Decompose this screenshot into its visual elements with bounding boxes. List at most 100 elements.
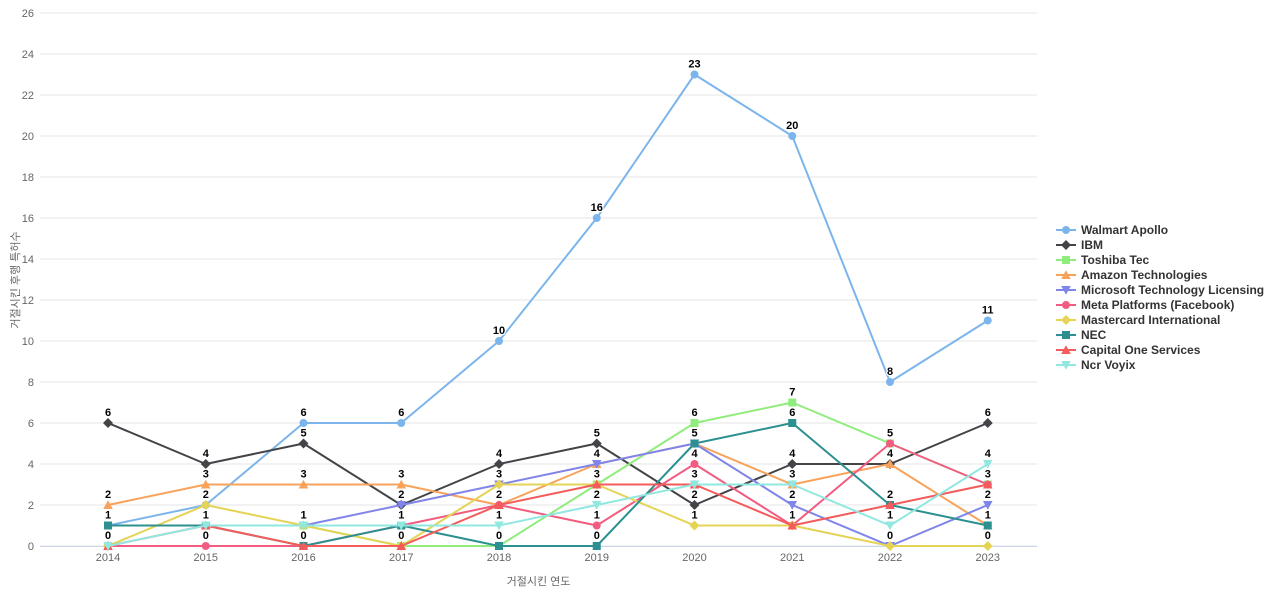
svg-text:7: 7 bbox=[789, 387, 795, 399]
svg-text:16: 16 bbox=[22, 213, 34, 225]
svg-text:1: 1 bbox=[691, 510, 697, 522]
svg-text:2017: 2017 bbox=[389, 552, 413, 564]
svg-text:6: 6 bbox=[105, 407, 111, 419]
legend: Walmart Apollo IBM Toshiba Tec Amazon Techn… bbox=[1056, 222, 1264, 372]
svg-text:2016: 2016 bbox=[291, 552, 315, 564]
svg-text:3: 3 bbox=[985, 469, 991, 481]
legend-item-label: NEC bbox=[1081, 327, 1107, 342]
svg-text:4: 4 bbox=[496, 448, 503, 460]
svg-text:6: 6 bbox=[28, 418, 34, 430]
svg-text:5: 5 bbox=[691, 428, 697, 440]
legend-item-label: Amazon Technologies bbox=[1081, 267, 1208, 282]
svg-text:1: 1 bbox=[496, 510, 502, 522]
svg-text:4: 4 bbox=[28, 459, 34, 471]
legend-item-label: IBM bbox=[1081, 237, 1103, 252]
series-capital-one-services bbox=[103, 479, 993, 550]
legend-item-label: Meta Platforms (Facebook) bbox=[1081, 297, 1235, 312]
svg-text:10: 10 bbox=[22, 336, 34, 348]
svg-text:26: 26 bbox=[22, 8, 34, 20]
legend-item-ibm[interactable]: IBM bbox=[1056, 237, 1264, 252]
svg-text:2015: 2015 bbox=[194, 552, 218, 564]
microsoft-technology-licensing-legend-marker-icon bbox=[1056, 285, 1076, 295]
svg-text:2: 2 bbox=[789, 489, 795, 501]
svg-text:1: 1 bbox=[398, 510, 404, 522]
svg-text:2: 2 bbox=[985, 489, 991, 501]
legend-item-toshiba-tec[interactable]: Toshiba Tec bbox=[1056, 252, 1264, 267]
nec-legend-marker-icon bbox=[1056, 330, 1076, 339]
svg-text:0: 0 bbox=[398, 530, 404, 542]
y-gridlines bbox=[40, 12, 1037, 547]
svg-text:2: 2 bbox=[496, 489, 502, 501]
svg-text:20: 20 bbox=[786, 120, 798, 132]
svg-text:2018: 2018 bbox=[487, 552, 511, 564]
svg-text:3: 3 bbox=[691, 469, 697, 481]
svg-text:10: 10 bbox=[493, 325, 505, 337]
svg-text:2: 2 bbox=[105, 489, 111, 501]
svg-text:0: 0 bbox=[105, 530, 111, 542]
svg-text:2: 2 bbox=[691, 489, 697, 501]
legend-item-capital-one-services[interactable]: Capital One Services bbox=[1056, 342, 1264, 357]
svg-text:1: 1 bbox=[594, 510, 600, 522]
x-axis-title: 거절시킨 연도 bbox=[506, 576, 571, 588]
legend-item-label: Microsoft Technology Licensing bbox=[1081, 282, 1265, 297]
legend-item-mastercard-international[interactable]: Mastercard International bbox=[1056, 312, 1264, 327]
svg-text:4: 4 bbox=[789, 448, 796, 460]
ncr-voyix-legend-marker-icon bbox=[1056, 360, 1076, 370]
svg-text:4: 4 bbox=[691, 448, 698, 460]
svg-text:6: 6 bbox=[789, 407, 795, 419]
svg-text:8: 8 bbox=[28, 377, 34, 389]
legend-item-amazon-technologies[interactable]: Amazon Technologies bbox=[1056, 267, 1264, 282]
svg-text:12: 12 bbox=[22, 295, 34, 307]
svg-text:5: 5 bbox=[594, 428, 600, 440]
legend-item-ncr-voyix[interactable]: Ncr Voyix bbox=[1056, 357, 1264, 372]
legend-item-microsoft-technology-licensing[interactable]: Microsoft Technology Licensing bbox=[1056, 282, 1264, 297]
svg-text:3: 3 bbox=[300, 469, 306, 481]
svg-text:4: 4 bbox=[203, 448, 210, 460]
svg-text:1: 1 bbox=[789, 510, 795, 522]
svg-text:2021: 2021 bbox=[780, 552, 804, 564]
meta-platforms-facebook-legend-marker-icon bbox=[1056, 300, 1076, 309]
svg-text:4: 4 bbox=[594, 448, 601, 460]
svg-text:0: 0 bbox=[203, 530, 209, 542]
svg-text:2: 2 bbox=[887, 489, 893, 501]
legend-item-label: Capital One Services bbox=[1081, 342, 1201, 357]
svg-text:2: 2 bbox=[203, 489, 209, 501]
svg-text:5: 5 bbox=[300, 428, 306, 440]
legend-item-label: Ncr Voyix bbox=[1081, 357, 1136, 372]
svg-text:6: 6 bbox=[985, 407, 991, 419]
svg-text:3: 3 bbox=[496, 469, 502, 481]
svg-text:18: 18 bbox=[22, 172, 34, 184]
svg-text:3: 3 bbox=[203, 469, 209, 481]
svg-text:2019: 2019 bbox=[585, 552, 609, 564]
legend-item-nec[interactable]: NEC bbox=[1056, 327, 1264, 342]
svg-text:3: 3 bbox=[789, 469, 795, 481]
mastercard-international-legend-marker-icon bbox=[1056, 314, 1076, 325]
svg-text:20: 20 bbox=[22, 131, 34, 143]
svg-text:11: 11 bbox=[982, 305, 994, 317]
legend-item-meta-platforms-facebook[interactable]: Meta Platforms (Facebook) bbox=[1056, 297, 1264, 312]
legend-item-label: Mastercard International bbox=[1081, 312, 1221, 327]
svg-text:6: 6 bbox=[300, 407, 306, 419]
svg-text:22: 22 bbox=[22, 90, 34, 102]
svg-text:3: 3 bbox=[398, 469, 404, 481]
legend-item-walmart-apollo[interactable]: Walmart Apollo bbox=[1056, 222, 1264, 237]
svg-text:0: 0 bbox=[594, 530, 600, 542]
svg-text:1: 1 bbox=[203, 510, 209, 522]
svg-text:24: 24 bbox=[22, 49, 34, 61]
svg-text:2: 2 bbox=[28, 500, 34, 512]
svg-text:0: 0 bbox=[496, 530, 502, 542]
svg-text:14: 14 bbox=[22, 254, 34, 266]
capital-one-services-legend-marker-icon bbox=[1056, 344, 1076, 354]
walmart-apollo-legend-marker-icon bbox=[1056, 225, 1076, 234]
y-axis-title: 거절시킨 후행 특허수 bbox=[10, 231, 22, 329]
svg-text:8: 8 bbox=[887, 366, 893, 378]
svg-text:6: 6 bbox=[398, 407, 404, 419]
svg-text:2014: 2014 bbox=[96, 552, 120, 564]
svg-text:1: 1 bbox=[105, 510, 111, 522]
svg-text:6: 6 bbox=[691, 407, 697, 419]
svg-text:2022: 2022 bbox=[878, 552, 902, 564]
svg-text:1: 1 bbox=[985, 510, 991, 522]
